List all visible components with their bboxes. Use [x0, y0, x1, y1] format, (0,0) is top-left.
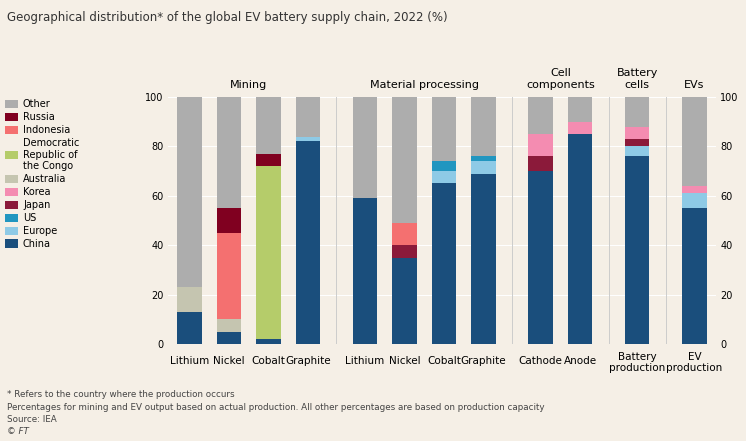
Bar: [217, 233, 241, 319]
Bar: [625, 127, 650, 139]
Text: Lithium: Lithium: [170, 356, 209, 366]
Bar: [295, 97, 320, 137]
Text: Battery
cells: Battery cells: [617, 68, 658, 90]
Bar: [178, 287, 201, 312]
Bar: [471, 97, 495, 156]
Bar: [625, 97, 650, 127]
Text: * Refers to the country where the production occurs: * Refers to the country where the produc…: [7, 390, 235, 399]
Text: Cobalt: Cobalt: [427, 356, 461, 366]
Bar: [432, 183, 457, 344]
Text: Graphite: Graphite: [460, 356, 507, 366]
Bar: [568, 134, 592, 344]
Bar: [217, 319, 241, 332]
Bar: [683, 97, 706, 186]
Text: production: production: [609, 363, 665, 374]
Bar: [528, 134, 553, 156]
Legend: Other, Russia, Indonesia, Democratic
Republic of
the Congo, Australia, Korea, Ja: Other, Russia, Indonesia, Democratic Rep…: [5, 99, 79, 249]
Bar: [625, 156, 650, 344]
Bar: [432, 97, 457, 161]
Bar: [392, 245, 417, 258]
Bar: [217, 208, 241, 233]
Text: Battery: Battery: [618, 352, 656, 363]
Bar: [471, 174, 495, 344]
Text: Material processing: Material processing: [370, 80, 479, 90]
Bar: [528, 156, 553, 171]
Bar: [256, 97, 280, 154]
Text: production: production: [666, 363, 723, 374]
Text: Nickel: Nickel: [389, 356, 420, 366]
Text: Geographical distribution* of the global EV battery supply chain, 2022 (%): Geographical distribution* of the global…: [7, 11, 448, 24]
Bar: [392, 223, 417, 245]
Bar: [178, 312, 201, 344]
Bar: [295, 142, 320, 344]
Bar: [217, 332, 241, 344]
Bar: [256, 339, 280, 344]
Text: Mining: Mining: [230, 80, 267, 90]
Text: Anode: Anode: [563, 356, 597, 366]
Bar: [683, 208, 706, 344]
Bar: [528, 171, 553, 344]
Text: Nickel: Nickel: [213, 356, 245, 366]
Bar: [683, 186, 706, 193]
Bar: [353, 198, 377, 344]
Text: EV: EV: [688, 352, 701, 363]
Bar: [256, 166, 280, 339]
Bar: [392, 258, 417, 344]
Text: Cell
components: Cell components: [526, 68, 595, 90]
Text: Percentages for mining and EV output based on actual production. All other perce: Percentages for mining and EV output bas…: [7, 403, 545, 411]
Text: Cathode: Cathode: [518, 356, 562, 366]
Bar: [392, 97, 417, 223]
Bar: [432, 171, 457, 183]
Text: © FT: © FT: [7, 427, 29, 436]
Text: Source: IEA: Source: IEA: [7, 415, 57, 424]
Bar: [353, 97, 377, 198]
Text: Lithium: Lithium: [345, 356, 385, 366]
Bar: [568, 97, 592, 122]
Bar: [178, 97, 201, 287]
Bar: [217, 97, 241, 208]
Bar: [432, 161, 457, 171]
Bar: [625, 146, 650, 156]
Bar: [471, 161, 495, 174]
Bar: [471, 156, 495, 161]
Text: Cobalt: Cobalt: [251, 356, 286, 366]
Bar: [256, 154, 280, 166]
Bar: [568, 122, 592, 134]
Text: Graphite: Graphite: [285, 356, 330, 366]
Bar: [683, 193, 706, 208]
Bar: [625, 139, 650, 146]
Text: EVs: EVs: [684, 80, 705, 90]
Bar: [528, 97, 553, 134]
Bar: [295, 137, 320, 142]
